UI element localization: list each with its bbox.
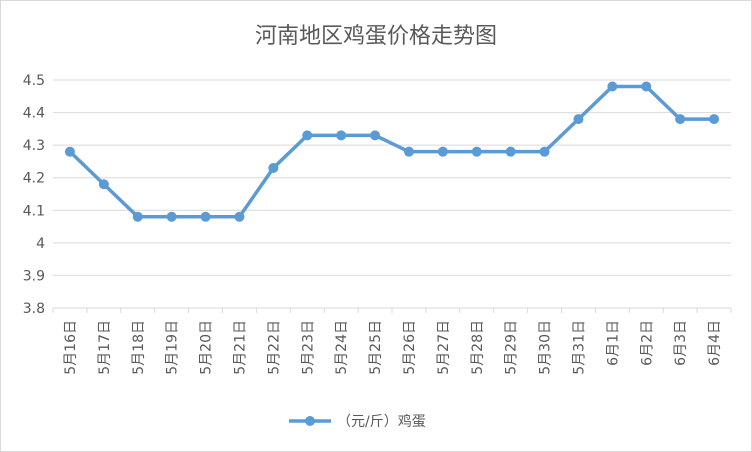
x-tick-label: 5月22日: [266, 320, 282, 375]
y-tick-label: 4.5: [23, 73, 45, 89]
data-point: [709, 114, 720, 125]
data-point: [573, 114, 584, 125]
y-tick-label: 3.9: [23, 268, 45, 284]
data-point: [607, 81, 618, 92]
data-point: [539, 146, 550, 157]
x-tick-label: 5月31日: [571, 320, 587, 375]
x-tick-label: 5月16日: [63, 320, 79, 375]
gridlines: [53, 79, 731, 276]
series-line: [68, 84, 716, 219]
legend-marker: [305, 416, 315, 426]
data-point: [437, 146, 448, 157]
x-tick-label: 6月2日: [639, 320, 655, 366]
x-tick-label: 5月29日: [504, 320, 520, 375]
y-tick-label: 4: [36, 236, 45, 252]
data-point: [641, 81, 652, 92]
x-tick-label: 6月3日: [673, 320, 689, 366]
y-tick-label: 4.3: [23, 138, 45, 154]
y-axis-ticks: 3.8 3.9 4 4.1 4.2 4.3 4.4 4.5: [23, 73, 45, 317]
data-point: [234, 211, 245, 222]
x-tick-label: 6月4日: [707, 320, 723, 366]
data-point: [370, 130, 381, 141]
data-point: [505, 146, 516, 157]
data-point: [132, 211, 143, 222]
x-axis-ticks: 5月16日 5月17日 5月18日 5月19日 5月20日 5月21日 5月22日 5月23日…: [63, 320, 723, 375]
x-tick-label: 5月28日: [470, 320, 486, 375]
data-point: [268, 162, 279, 173]
data-point: [471, 146, 482, 157]
x-tick-label: 5月20日: [199, 320, 215, 375]
x-tick-label: 5月26日: [402, 320, 418, 375]
data-point: [403, 146, 414, 157]
y-tick-label: 3.8: [23, 301, 45, 317]
x-tick-label: 5月30日: [538, 320, 554, 375]
data-point: [336, 130, 347, 141]
x-tick-label: 5月19日: [165, 320, 181, 375]
series-lines: [64, 81, 720, 222]
x-tick-label: 6月1日: [605, 320, 621, 366]
x-tick-label: 5月24日: [334, 320, 350, 375]
data-point: [64, 146, 75, 157]
data-point: [302, 130, 313, 141]
x-tick-label: 5月27日: [436, 320, 452, 375]
x-tick-label: 5月17日: [97, 320, 113, 375]
x-tick-label: 5月25日: [368, 320, 384, 375]
data-point: [200, 211, 211, 222]
data-point: [98, 179, 109, 190]
data-point: [675, 114, 686, 125]
y-tick-label: 4.4: [23, 106, 45, 122]
y-tick-label: 4.2: [23, 171, 45, 187]
chart-title: 河南地区鸡蛋价格走势图: [255, 24, 497, 49]
x-tick-label: 5月21日: [232, 320, 248, 375]
x-tick-label: 5月23日: [300, 320, 316, 375]
legend: （元/斤）鸡蛋: [289, 413, 426, 430]
y-tick-label: 4.1: [23, 203, 45, 219]
legend-label: （元/斤）鸡蛋: [337, 413, 426, 430]
x-tick-label: 5月18日: [131, 320, 147, 375]
axes: [52, 307, 732, 313]
data-point: [166, 211, 177, 222]
